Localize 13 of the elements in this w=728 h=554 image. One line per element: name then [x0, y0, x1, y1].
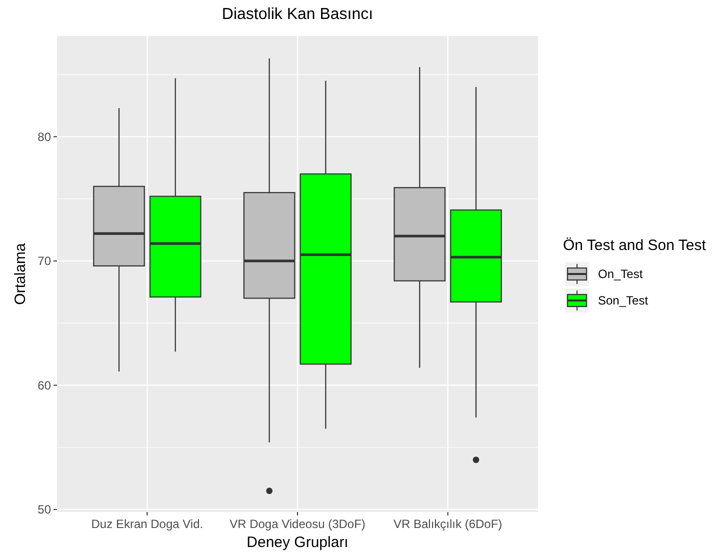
y-axis-title: Ortalama [12, 242, 29, 305]
x-axis-title: Deney Grupları [246, 534, 348, 551]
legend-label: Son_Test [598, 294, 649, 308]
y-tick-label: 80 [38, 130, 52, 144]
x-tick-label: VR Doga Videosu (3DoF) [230, 517, 366, 531]
legend-label: On_Test [598, 267, 644, 282]
y-tick-label: 70 [38, 254, 52, 268]
y-tick-label: 60 [38, 378, 52, 392]
x-tick-label: VR Balıkçılık (6DoF) [393, 517, 502, 531]
x-tick-label: Duz Ekran Doga Vid. [91, 517, 204, 531]
legend-title: Ön Test and Son Test [563, 237, 707, 254]
y-tick-label: 50 [38, 502, 52, 517]
chart-title: Diastolik Kan Basıncı [222, 6, 374, 23]
